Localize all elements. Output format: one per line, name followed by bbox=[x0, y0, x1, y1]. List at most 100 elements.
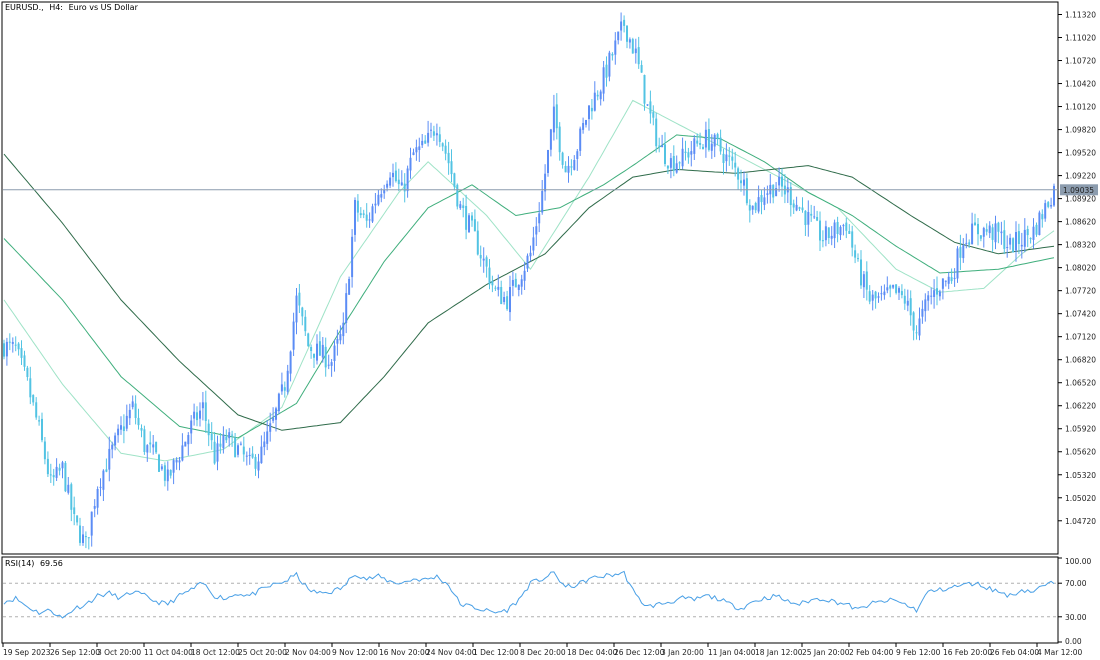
candle bbox=[190, 415, 193, 444]
candle-body bbox=[690, 151, 693, 155]
candle-body bbox=[675, 163, 678, 173]
candle-body bbox=[87, 537, 90, 539]
candle bbox=[760, 190, 763, 215]
candle-body bbox=[941, 278, 944, 289]
candle-body bbox=[225, 436, 228, 441]
candle-body bbox=[552, 106, 555, 133]
candle-body bbox=[96, 489, 99, 508]
candle-body bbox=[339, 334, 342, 341]
candle bbox=[602, 61, 605, 102]
rsi-level-lines bbox=[3, 582, 1058, 618]
candle bbox=[1017, 223, 1020, 254]
candle bbox=[260, 435, 263, 464]
price-tick-label: 1.11020 bbox=[1065, 34, 1096, 43]
rsi-value: 69.56 bbox=[40, 559, 63, 568]
candle bbox=[450, 149, 453, 183]
candle-body bbox=[865, 271, 868, 290]
candle-body bbox=[301, 307, 304, 317]
candle bbox=[798, 206, 801, 211]
candle-body bbox=[298, 292, 301, 306]
candle-body bbox=[46, 458, 49, 475]
candle-body bbox=[272, 417, 275, 421]
candle bbox=[222, 426, 225, 454]
candle-body bbox=[29, 378, 32, 398]
candle bbox=[175, 457, 178, 470]
candle bbox=[272, 407, 275, 424]
candle bbox=[906, 289, 909, 312]
candle bbox=[590, 99, 593, 120]
candle bbox=[73, 496, 76, 526]
candle bbox=[172, 458, 175, 485]
candle bbox=[120, 416, 122, 435]
candle-body bbox=[354, 200, 356, 235]
candle-body bbox=[719, 137, 722, 152]
candle-body bbox=[456, 184, 459, 207]
candle-body bbox=[292, 321, 295, 350]
candle bbox=[851, 225, 854, 257]
candle bbox=[819, 211, 821, 251]
candle-body bbox=[918, 318, 921, 336]
candle-body bbox=[146, 445, 149, 453]
candle bbox=[397, 168, 400, 192]
candle-body bbox=[868, 291, 871, 302]
candle bbox=[810, 204, 813, 222]
candle bbox=[216, 435, 219, 471]
candle-body bbox=[681, 148, 684, 167]
candle bbox=[79, 517, 81, 546]
candle-body bbox=[590, 107, 593, 112]
candle bbox=[889, 284, 892, 298]
candle-body bbox=[67, 484, 70, 493]
candle-body bbox=[903, 295, 906, 304]
candle bbox=[898, 286, 900, 300]
candle bbox=[982, 226, 985, 248]
candle-body bbox=[737, 168, 740, 180]
candle-body bbox=[874, 291, 877, 299]
candle bbox=[447, 141, 450, 175]
candle bbox=[263, 431, 266, 456]
candle-body bbox=[634, 48, 637, 54]
time-tick-label: 16 Nov 20:00 bbox=[379, 648, 430, 657]
candle-body bbox=[1032, 226, 1035, 240]
candle bbox=[333, 339, 336, 372]
candle-body bbox=[991, 227, 994, 240]
candle bbox=[163, 462, 166, 487]
candle-body bbox=[43, 441, 46, 460]
candle-body bbox=[488, 267, 491, 285]
candle-body bbox=[854, 250, 857, 258]
candle bbox=[608, 50, 611, 82]
candle-body bbox=[664, 144, 666, 164]
candle bbox=[664, 132, 666, 167]
candle bbox=[821, 230, 824, 248]
candle bbox=[511, 271, 514, 297]
candle bbox=[968, 239, 971, 248]
time-axis: 19 Sep 2023 26 Sep 12:003 Oct 20:00 11 Oct… bbox=[2, 643, 1083, 657]
candle bbox=[313, 353, 315, 368]
candle-body bbox=[304, 316, 307, 332]
candle-body bbox=[447, 152, 450, 164]
candle bbox=[427, 120, 430, 147]
price-tick-label: 1.10420 bbox=[1065, 80, 1096, 89]
candle bbox=[1050, 197, 1053, 209]
candle-body bbox=[330, 362, 333, 366]
candle-body bbox=[766, 193, 769, 195]
candle-body bbox=[912, 312, 915, 331]
ma-slow-line bbox=[3, 153, 1055, 431]
candle bbox=[933, 279, 936, 309]
candle bbox=[324, 337, 327, 377]
candle bbox=[82, 526, 84, 546]
candle-body bbox=[830, 235, 833, 239]
candle-body bbox=[745, 178, 748, 204]
candle-body bbox=[17, 343, 20, 350]
candle-body bbox=[801, 207, 804, 211]
candle-body bbox=[988, 225, 991, 234]
candle bbox=[166, 461, 169, 491]
candle bbox=[187, 432, 190, 456]
candle bbox=[848, 224, 851, 234]
candle bbox=[585, 119, 587, 128]
candle bbox=[941, 278, 944, 300]
candle-body bbox=[547, 150, 549, 173]
candle-body bbox=[248, 455, 251, 456]
candle bbox=[3, 339, 5, 360]
candle-body bbox=[655, 118, 658, 147]
candle-body bbox=[497, 286, 500, 290]
